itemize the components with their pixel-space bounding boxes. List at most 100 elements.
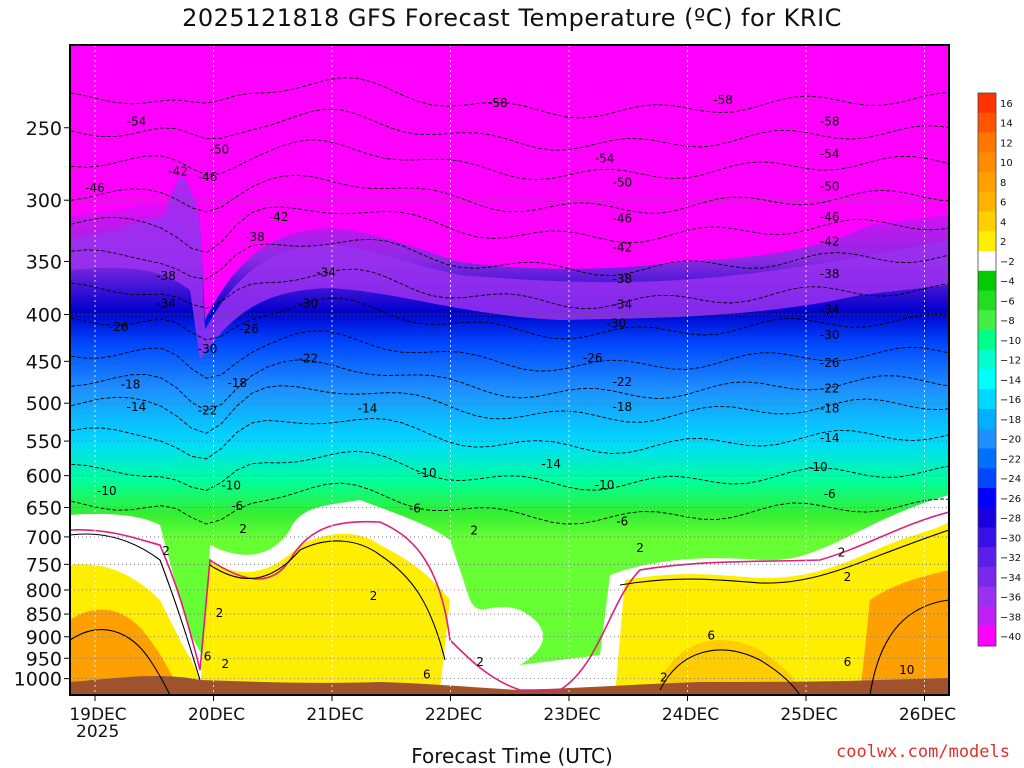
contour-label-61: 2 (222, 657, 230, 671)
contour-label-9: -46 (85, 181, 105, 195)
contour--6 (71, 482, 949, 525)
y-tick-label-14: 950 (26, 648, 62, 670)
contour-lines (70, 77, 949, 695)
colorbar-label-18: −22 (1000, 454, 1021, 465)
y-tick-label-7: 600 (26, 466, 62, 488)
colorbar-swatch-13 (978, 349, 996, 370)
colorbar-swatch-20 (978, 488, 996, 509)
contour-label-17: -38 (156, 269, 176, 283)
colorbar-swatch-7 (978, 231, 996, 252)
y-tick-label-1: 300 (26, 190, 62, 212)
contour-label-56: 2 (470, 524, 478, 538)
contour-label-24: -34 (820, 303, 840, 317)
contour-label-55: 2 (162, 544, 170, 558)
contour-label-51: -6 (409, 502, 421, 516)
colorbar-swatch-6 (978, 211, 996, 232)
contour-label-20: -38 (820, 267, 840, 281)
contour-label-5: -54 (820, 147, 840, 161)
contour-solid-2 (619, 529, 949, 586)
contour-label-53: -6 (824, 487, 836, 501)
contour--38 (71, 238, 949, 280)
colorbar-frame (977, 92, 997, 647)
contour-labels: -58 -58-58-54-54 -54-50-50 -50-46-46-46 -46-… (85, 93, 914, 685)
colorbar-swatch-12 (978, 330, 996, 351)
contour-label-26: -30 (607, 316, 627, 330)
contour-label-28: -30 (198, 342, 218, 356)
contour-label-15: -42 (613, 241, 633, 255)
colorbar-label-4: 8 (1000, 178, 1006, 189)
contour-solid-5 (869, 599, 949, 695)
x-tick-label-3: 22DEC (425, 705, 482, 725)
colorbar-swatch-2 (978, 132, 996, 153)
y-axis: 2503003504004505005506006507007508008509… (14, 118, 70, 691)
contour--30 (71, 297, 949, 341)
x-tick-label-0: 19DEC (69, 705, 126, 725)
contour--14 (71, 418, 949, 460)
contour-label-16: -42 (820, 235, 840, 249)
contour-label-14: -42 (269, 210, 289, 224)
contour-label-8: -50 (820, 180, 840, 194)
x-axis-title: Forecast Time (UTC) (411, 744, 613, 768)
colorbar-label-9: −4 (1000, 277, 1015, 288)
colorbar-label-19: −24 (1000, 474, 1021, 485)
contour-label-40: -18 (820, 402, 840, 416)
colorbar-swatch-10 (978, 290, 996, 311)
colorbar-label-0: 16 (1000, 99, 1013, 110)
colorbar-label-3: 10 (1000, 158, 1013, 169)
contour--58 (71, 77, 949, 119)
x-tick-label-5: 24DEC (662, 705, 719, 725)
contour-label-3: -54 (127, 114, 147, 128)
x-axis: 19DEC 20DEC 21DEC 22DEC 23DEC 24DEC 25DEC 26DEC (69, 695, 956, 725)
contour-label-64: 2 (660, 670, 668, 684)
contour-label-22: -34 (316, 266, 336, 280)
contour-label-59: 2 (844, 570, 852, 584)
contour-label-27: -30 (820, 328, 840, 342)
colorbar-swatch-23 (978, 547, 996, 568)
colorbar-label-27: −40 (1000, 632, 1021, 643)
colorbar-label-16: −18 (1000, 415, 1021, 426)
colorbar-label-1: 14 (1000, 119, 1013, 130)
freezing-line (70, 511, 949, 691)
y-tick-label-15: 1000 (14, 669, 62, 691)
contour-solid-0 (70, 533, 201, 681)
contour-label-29: -26 (109, 320, 129, 334)
contour-label-63: 2 (476, 655, 484, 669)
upper-air-warm-lobe (70, 45, 949, 320)
warm-orange-mid (660, 640, 800, 695)
x-tick-label-7: 26DEC (899, 705, 956, 725)
y-tick-label-6: 550 (26, 431, 62, 453)
contour-label-13: -42 (168, 164, 188, 178)
contour-label-42: -14 (358, 402, 378, 416)
colorbar-label-8: −2 (1000, 257, 1015, 268)
contour-solid-3 (70, 629, 171, 695)
contour--22 (71, 359, 949, 412)
colorbar-swatch-18 (978, 448, 996, 469)
contour-label-66: 6 (423, 668, 431, 682)
plot-area: -58 -58-58-54-54 -54-50-50 -50-46-46-46 -46-… (70, 45, 949, 695)
colorbar-label-24: −34 (1000, 573, 1021, 584)
contour-label-10: -46 (198, 170, 218, 184)
contour-label-46: -10 (221, 478, 241, 492)
colorbar-swatch-11 (978, 310, 996, 331)
contour-label-0: -58 (488, 96, 508, 110)
colorbar-swatch-17 (978, 428, 996, 449)
colorbar-label-13: −12 (1000, 356, 1021, 367)
colorbar-swatch-26 (978, 606, 996, 627)
contour-label-65: 6 (204, 650, 212, 664)
colorbar-label-25: −36 (1000, 593, 1021, 604)
contour-label-30: -26 (239, 322, 259, 336)
colorbar-label-17: −20 (1000, 435, 1021, 446)
contour-label-60: 2 (216, 606, 224, 620)
contour--54 (71, 108, 949, 151)
credit-link[interactable]: coolwx.com/models (836, 742, 1010, 762)
colorbar-label-11: −8 (1000, 316, 1015, 327)
y-tick-label-4: 450 (26, 351, 62, 373)
y-tick-label-2: 350 (26, 251, 62, 273)
colorbar-label-7: 2 (1000, 237, 1006, 248)
y-tick-label-0: 250 (26, 118, 62, 140)
contour-label-11: -46 (613, 211, 633, 225)
colorbar-swatch-25 (978, 586, 996, 607)
contour-label-58: 2 (838, 545, 846, 559)
contour-label-47: -10 (417, 466, 437, 480)
contour-solid-1 (209, 540, 446, 661)
